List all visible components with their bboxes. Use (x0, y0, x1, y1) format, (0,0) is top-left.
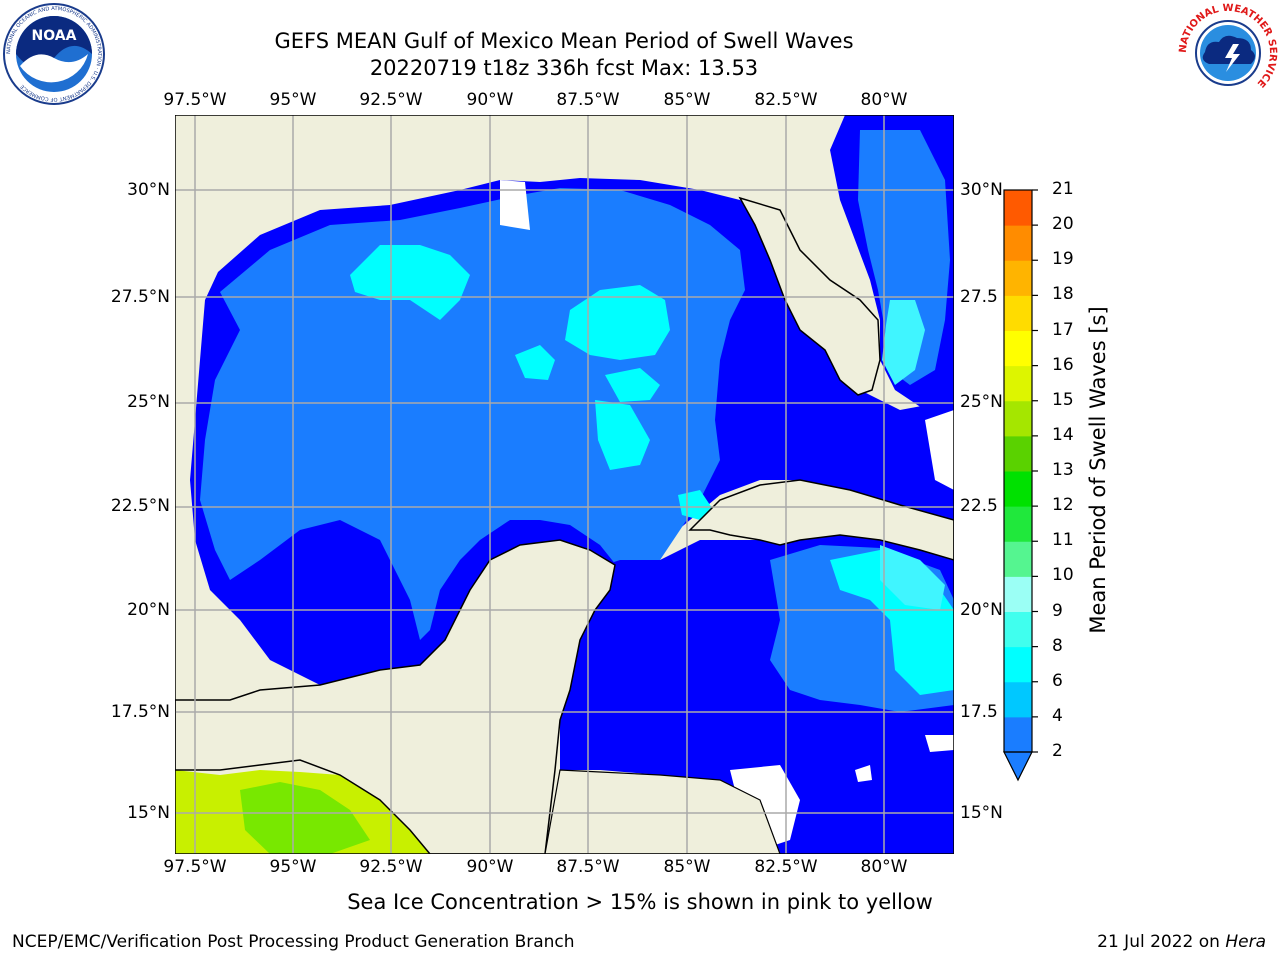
colorbar-tick-label: 17 (1052, 319, 1074, 340)
colorbar-swatch (1004, 541, 1032, 577)
lat-label: 30°N (960, 180, 1003, 200)
lat-label: 25°N (960, 392, 1003, 412)
colorbar-tick-label: 4 (1052, 705, 1063, 726)
lon-label: 87.5°W (556, 857, 620, 877)
swell-cyan-patch (515, 345, 555, 380)
colorbar-label: Mean Period of Swell Waves [s] (1086, 306, 1110, 634)
lat-label: 15°N (960, 803, 1003, 823)
colorbar-tick-label: 9 (1052, 600, 1063, 621)
lat-label: 20°N (127, 600, 170, 620)
lon-label: 87.5°W (556, 90, 620, 110)
colorbar-tick-label: 13 (1052, 460, 1074, 480)
plot-title-line1: GEFS MEAN Gulf of Mexico Mean Period of … (274, 29, 854, 53)
no-data-patch (855, 765, 872, 782)
lat-label: 17.5°N (110, 702, 170, 722)
lat-label: 27.5 (960, 287, 998, 307)
swell-cyan-patch (605, 368, 660, 402)
lon-label: 85°W (663, 90, 711, 110)
colorbar-tick-label: 19 (1052, 249, 1074, 270)
lon-label: 92.5°W (359, 857, 423, 877)
central-america-coast (544, 769, 781, 854)
lon-label: 97.5°W (163, 857, 227, 877)
colorbar-swatch (1004, 260, 1032, 296)
no-data-patch (925, 735, 954, 752)
footer-left-credit: NCEP/EMC/Verification Post Processing Pr… (12, 932, 575, 952)
colorbar-swatch (1004, 646, 1032, 683)
colorbar-tick-label: 12 (1052, 495, 1074, 516)
swell-cyan-patch (565, 285, 670, 360)
plot-title-line2: 20220719 t18z 336h fcst Max: 13.53 (369, 56, 759, 80)
colorbar-swatches (1004, 190, 1032, 753)
colorbar-swatch (1004, 611, 1032, 648)
lat-label: 15°N (127, 803, 170, 823)
lon-label: 82.5°W (754, 90, 818, 110)
colorbar-tick-label: 11 (1052, 530, 1074, 551)
colorbar-swatch (1004, 506, 1032, 542)
swell-period-map (175, 115, 954, 854)
no-data-patch (500, 180, 530, 230)
atlantic-mid-region (858, 130, 950, 385)
colorbar-extend-arrow (1003, 751, 1033, 782)
swell-cyan-patch (882, 300, 925, 385)
lon-label: 90°W (466, 90, 514, 110)
swell-cyan-patch (350, 245, 470, 320)
colorbar-swatch (1004, 295, 1032, 331)
colorbar-swatch (1004, 365, 1032, 402)
lat-label: 25°N (127, 392, 170, 412)
colorbar-tick-label: 18 (1052, 284, 1074, 305)
colorbar-tick-label: 8 (1052, 635, 1063, 656)
colorbar-tick-label: 21 (1052, 179, 1074, 199)
colorbar-tick-label: 6 (1052, 670, 1063, 691)
lat-label: 17.5 (960, 702, 998, 722)
svg-text:NOAA: NOAA (32, 28, 77, 44)
lon-label: 95°W (269, 857, 317, 877)
swell-cyan-patch (595, 400, 650, 470)
lon-label: 80°W (860, 90, 908, 110)
lat-label: 22.5 (960, 496, 998, 516)
colorbar-tick-label: 16 (1052, 354, 1074, 375)
lon-label: 92.5°W (359, 90, 423, 110)
noaa-logo-icon: NOAA NATIONAL OCEANIC AND ATMOSPHERIC AD… (3, 3, 105, 105)
lat-label: 20°N (960, 600, 1003, 620)
footer-host: Hera (1225, 932, 1266, 952)
colorbar-tick-label: 2 (1052, 741, 1063, 761)
lon-label: 90°W (466, 857, 514, 877)
colorbar-swatch (1004, 576, 1032, 612)
lon-label: 82.5°W (754, 857, 818, 877)
lon-label: 95°W (269, 90, 317, 110)
swell-cyan-patch (880, 545, 945, 610)
colorbar-tick-label: 14 (1052, 424, 1074, 445)
colorbar-swatch (1004, 225, 1032, 261)
lat-label: 27.5°N (110, 287, 170, 307)
colorbar-ticks (1032, 189, 1038, 753)
colorbar-swatch (1004, 190, 1032, 226)
lat-label: 22.5°N (110, 496, 170, 516)
footer-date: 21 Jul 2022 on (1097, 932, 1226, 952)
lon-label: 85°W (663, 857, 711, 877)
graticule (175, 115, 954, 854)
colorbar-swatch (1004, 471, 1032, 507)
colorbar-swatch (1004, 716, 1032, 753)
footer-date-host: 21 Jul 2022 on Hera (1097, 932, 1266, 952)
colorbar (1003, 189, 1038, 782)
sea-ice-caption: Sea Ice Concentration > 15% is shown in … (347, 890, 933, 914)
colorbar-swatch (1004, 435, 1032, 472)
no-data-patch (925, 410, 954, 490)
colorbar-swatch (1004, 681, 1032, 718)
pacific-green-patch (240, 782, 370, 854)
colorbar-swatch (1004, 400, 1032, 437)
lon-label: 80°W (860, 857, 908, 877)
lon-label: 97.5°W (163, 90, 227, 110)
colorbar-swatch (1004, 330, 1032, 367)
colorbar-tick-label: 10 (1052, 565, 1074, 586)
yucatan-peninsula (175, 539, 616, 854)
no-data-patch (730, 765, 800, 850)
colorbar-tick-label: 20 (1052, 214, 1074, 235)
colorbar-tick-label: 15 (1052, 389, 1074, 410)
nws-logo-icon: NATIONAL WEATHER SERVICE (1178, 3, 1278, 101)
lat-label: 30°N (127, 180, 170, 200)
